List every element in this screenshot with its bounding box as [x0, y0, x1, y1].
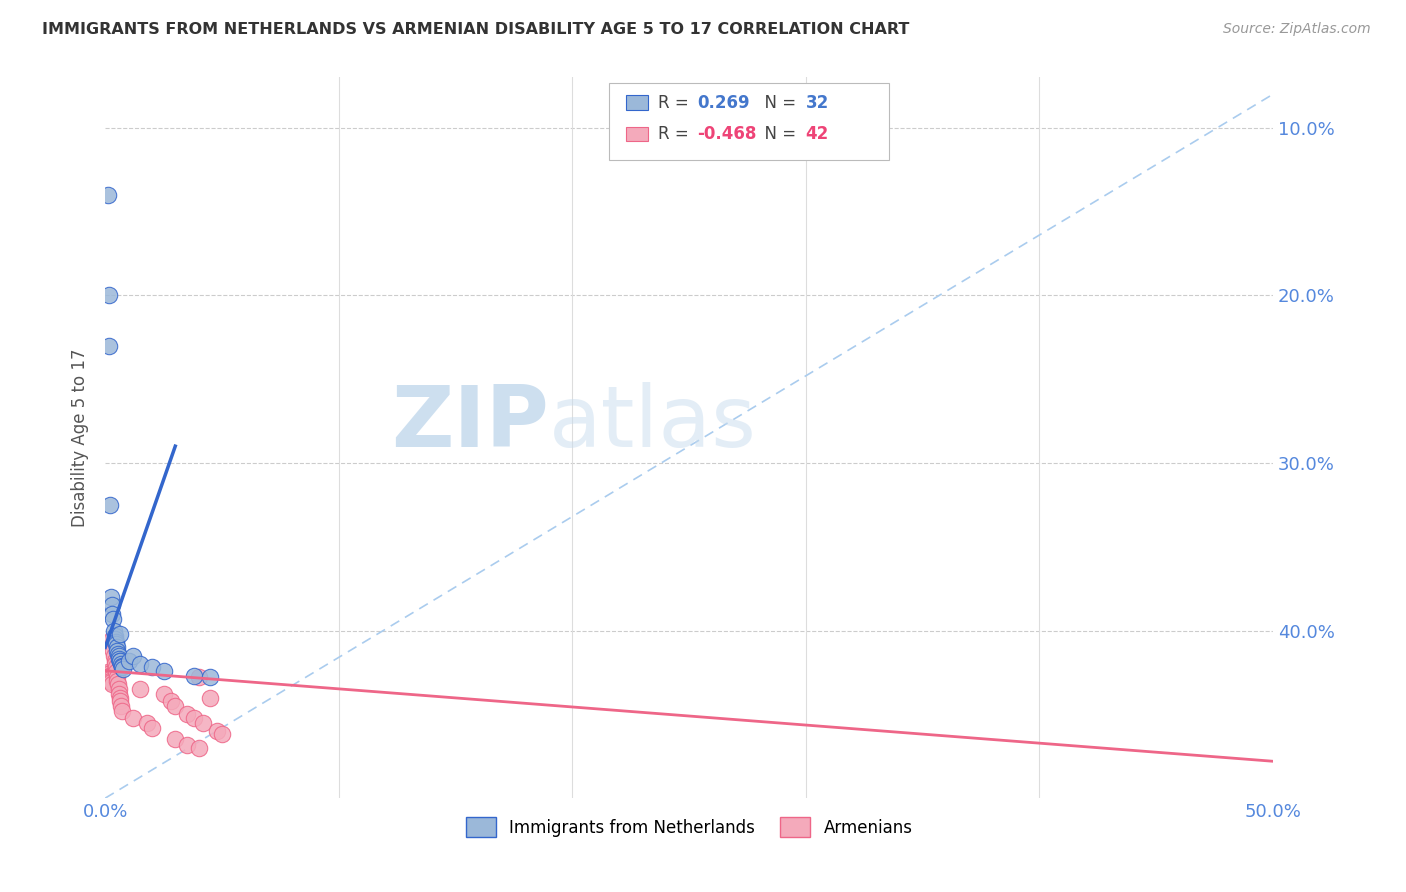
- Y-axis label: Disability Age 5 to 17: Disability Age 5 to 17: [72, 349, 89, 527]
- Point: [100, 590, 122, 604]
- Text: Source: ZipAtlas.com: Source: ZipAtlas.com: [1223, 22, 1371, 37]
- Point: [101, 607, 124, 621]
- Text: R =: R =: [658, 125, 695, 143]
- Point: [110, 698, 132, 713]
- Point: [98, 338, 121, 352]
- Point: [141, 721, 163, 735]
- Point: [96, 187, 118, 202]
- Point: [98, 672, 121, 686]
- Point: [183, 711, 205, 725]
- Text: 32: 32: [806, 94, 830, 112]
- Point: [105, 665, 128, 680]
- Point: [103, 648, 125, 663]
- Legend: Immigrants from Netherlands, Armenians: Immigrants from Netherlands, Armenians: [460, 810, 920, 844]
- Text: IMMIGRANTS FROM NETHERLANDS VS ARMENIAN DISABILITY AGE 5 TO 17 CORRELATION CHART: IMMIGRANTS FROM NETHERLANDS VS ARMENIAN …: [42, 22, 910, 37]
- Point: [110, 704, 132, 718]
- Point: [98, 498, 121, 512]
- Point: [187, 740, 209, 755]
- Point: [200, 670, 222, 684]
- Point: [108, 690, 131, 705]
- Point: [129, 657, 152, 671]
- Point: [176, 707, 198, 722]
- Point: [200, 690, 222, 705]
- Point: [98, 673, 121, 688]
- Point: [103, 624, 125, 638]
- Point: [103, 629, 125, 643]
- Point: [103, 643, 125, 657]
- Point: [122, 711, 145, 725]
- Point: [152, 664, 174, 678]
- Point: [165, 698, 187, 713]
- Point: [103, 612, 125, 626]
- Text: atlas: atlas: [548, 382, 756, 465]
- Point: [104, 657, 127, 671]
- Point: [110, 694, 132, 708]
- Text: -0.468: -0.468: [697, 125, 756, 143]
- Text: ZIP: ZIP: [391, 382, 548, 465]
- Point: [97, 288, 120, 302]
- Point: [117, 654, 139, 668]
- Point: [108, 687, 131, 701]
- Point: [110, 654, 132, 668]
- Point: [110, 658, 132, 673]
- Point: [104, 635, 127, 649]
- Point: [103, 654, 125, 668]
- Point: [98, 670, 121, 684]
- Point: [100, 675, 122, 690]
- Point: [107, 647, 129, 661]
- Point: [111, 662, 134, 676]
- Point: [207, 724, 229, 739]
- Text: R =: R =: [658, 94, 695, 112]
- Text: 42: 42: [806, 125, 830, 143]
- Point: [105, 643, 128, 657]
- Point: [104, 632, 127, 646]
- Point: [136, 715, 159, 730]
- Text: N =: N =: [754, 125, 801, 143]
- Text: 0.269: 0.269: [697, 94, 749, 112]
- Point: [141, 660, 163, 674]
- Point: [105, 637, 128, 651]
- Point: [101, 637, 124, 651]
- Point: [105, 673, 128, 688]
- Point: [96, 665, 118, 680]
- Point: [110, 657, 132, 671]
- Point: [108, 627, 131, 641]
- Point: [107, 682, 129, 697]
- Point: [97, 667, 120, 681]
- Point: [107, 648, 129, 663]
- Point: [108, 654, 131, 668]
- Point: [100, 677, 122, 691]
- Point: [100, 599, 122, 613]
- Point: [193, 715, 215, 730]
- Point: [108, 652, 131, 666]
- Point: [183, 669, 205, 683]
- Text: N =: N =: [754, 94, 801, 112]
- Point: [187, 670, 209, 684]
- Point: [122, 648, 145, 663]
- Point: [152, 687, 174, 701]
- Point: [101, 632, 124, 646]
- Point: [105, 670, 128, 684]
- Point: [105, 640, 128, 655]
- Point: [111, 660, 134, 674]
- Point: [107, 677, 129, 691]
- Point: [211, 727, 233, 741]
- Point: [129, 682, 152, 697]
- Point: [165, 732, 187, 747]
- Point: [159, 694, 181, 708]
- Point: [104, 660, 127, 674]
- Point: [176, 738, 198, 752]
- Point: [97, 669, 120, 683]
